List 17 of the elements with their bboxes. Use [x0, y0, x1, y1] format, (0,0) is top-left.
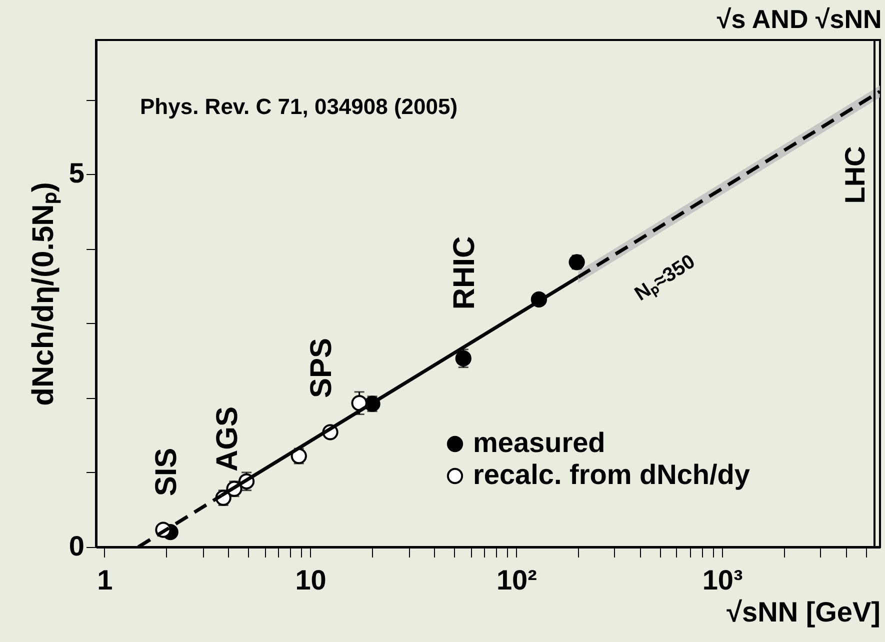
chart-title: √s AND √sNN — [716, 4, 882, 34]
x-tick-label: 1 — [97, 564, 113, 596]
x-tick-label: 10³ — [702, 564, 743, 596]
annotation: Phys. Rev. C 71, 034908 (2005) — [140, 94, 458, 119]
annotation: AGS — [211, 406, 244, 472]
legend-label: measured — [473, 427, 606, 458]
y-tick-label: 5 — [68, 158, 84, 189]
legend-label: recalc. from dNch/dy — [473, 459, 750, 490]
y-axis-title: dNch/dη/(0.5Nₚ) — [26, 182, 61, 406]
x-tick-label: 10² — [496, 564, 537, 596]
annotation: SIS — [150, 448, 183, 496]
annotation: SPS — [305, 338, 338, 398]
annotation: RHIC — [448, 236, 481, 310]
x-axis-title: √sNN [GeV] — [726, 596, 880, 628]
ref-line-label: LHC — [839, 146, 870, 204]
x-tick-label: 10 — [295, 564, 326, 596]
y-tick-label: 0 — [68, 530, 84, 562]
